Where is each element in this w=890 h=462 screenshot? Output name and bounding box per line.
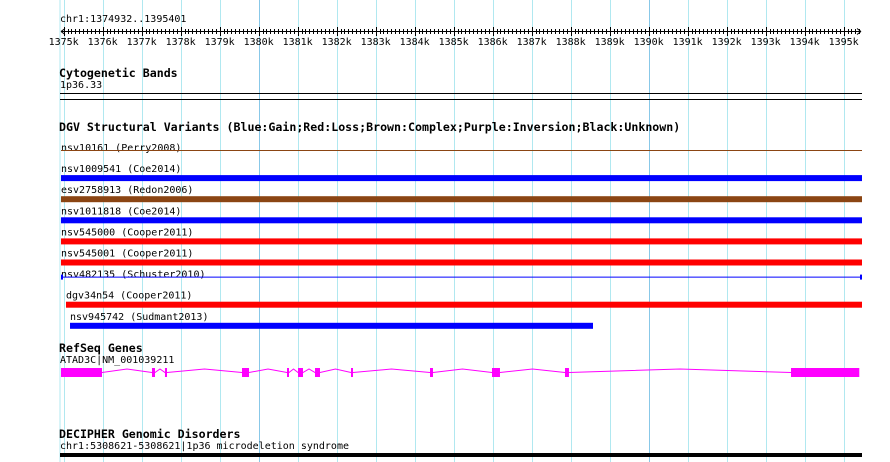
variant-label[interactable]: dgv34n54 (Cooper2011) (66, 291, 192, 302)
gene-exon[interactable] (241, 368, 250, 377)
dgv-track-title: DGV Structural Variants (Blue:Gain;Red:L… (59, 120, 681, 134)
decipher-feature[interactable] (60, 453, 862, 457)
gene-exon[interactable] (287, 368, 290, 377)
gene-exon[interactable] (61, 368, 102, 377)
variant-label[interactable]: nsv545000 (Cooper2011) (61, 227, 193, 238)
ruler-tick-label: 1379k (205, 37, 235, 48)
variant-label[interactable]: nsv1011818 (Coe2014) (61, 206, 181, 217)
variant-end-tick (860, 274, 862, 280)
ruler-tick-label: 1382k (322, 37, 352, 48)
ruler-tick-label: 1389k (595, 37, 625, 48)
ruler-tick-label: 1384k (400, 37, 430, 48)
location-label: chr1:1374932..1395401 (60, 14, 187, 25)
coordinate-ruler[interactable]: 1375k 1376k 1377k 1378k 1379k 1380k 1381k 1382k… (0, 0, 890, 50)
ruler-tick-label: 1395k (829, 37, 859, 48)
gene-exon[interactable] (791, 368, 860, 377)
refseq-track-title: RefSeq Genes (59, 341, 143, 355)
variant-label[interactable]: nsv945742 (Sudmant2013) (70, 312, 208, 323)
variant-label[interactable]: nsv1009541 (Coe2014) (61, 164, 181, 175)
variant-bar[interactable] (61, 196, 862, 203)
gene-exon[interactable] (164, 368, 168, 377)
ruler-tick-label: 1388k (556, 37, 586, 48)
variant-bar[interactable] (65, 301, 862, 308)
variant-bar[interactable] (61, 259, 862, 266)
variant-bar[interactable] (61, 175, 862, 182)
variant-end-tick (61, 274, 63, 280)
ruler-tick-label: 1391k (673, 37, 703, 48)
ruler-tick-label: 1385k (439, 37, 469, 48)
variant-label[interactable]: nsv545001 (Cooper2011) (61, 249, 193, 260)
gene-exon[interactable] (430, 368, 433, 377)
cytoband-track-title: Cytogenetic Bands (59, 66, 178, 80)
gene-exon[interactable] (564, 368, 569, 377)
variant-label[interactable]: nsv482135 (Schuster2010) (61, 270, 206, 281)
ruler-tick-label: 1378k (166, 37, 196, 48)
ruler-tick-label: 1376k (88, 37, 118, 48)
ruler-tick-label: 1394k (790, 37, 820, 48)
decipher-track-title: DECIPHER Genomic Disorders (59, 427, 241, 441)
ruler-tick-label: 1380k (244, 37, 274, 48)
gene-exon[interactable] (491, 368, 500, 377)
ruler-arrows (60, 28, 862, 35)
ruler-tick-label: 1386k (478, 37, 508, 48)
variant-bar[interactable] (61, 217, 862, 224)
variant-label[interactable]: esv2758913 (Redon2006) (61, 185, 193, 196)
gene-exon[interactable] (298, 368, 303, 377)
variant-label[interactable]: nsv10161 (Perry2008) (61, 143, 181, 154)
cytoband-label: 1p36.33 (60, 80, 103, 91)
ruler-tick-label: 1387k (517, 37, 547, 48)
ruler-tick-label: 1393k (751, 37, 781, 48)
variant-bar[interactable] (61, 238, 862, 245)
variant-bar[interactable] (70, 322, 593, 329)
gene-exon[interactable] (351, 368, 354, 377)
gene-exon[interactable] (315, 368, 320, 377)
ruler-tick-label: 1377k (127, 37, 157, 48)
ruler-tick-label: 1383k (361, 37, 391, 48)
refseq-gene-label[interactable]: ATAD3C|NM_001039211 (60, 355, 175, 366)
decipher-label[interactable]: chr1:5308621-5308621|1p36 microdeletion … (60, 441, 349, 452)
ruler-tick-label: 1375k (49, 37, 79, 48)
ruler-tick-label: 1381k (283, 37, 313, 48)
ruler-tick-label: 1390k (634, 37, 664, 48)
ruler-tick-label: 1392k (712, 37, 742, 48)
gene-exon[interactable] (151, 368, 155, 377)
gene-intron-line[interactable] (101, 368, 792, 373)
